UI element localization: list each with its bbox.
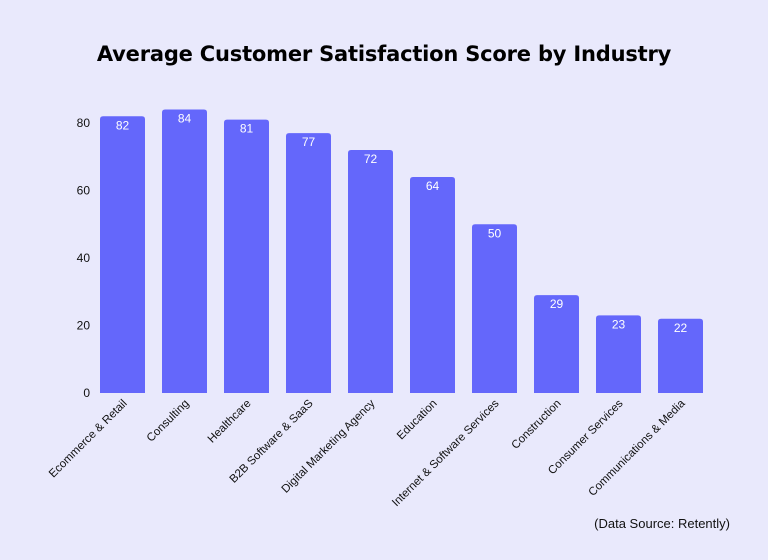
x-tick-label: Ecommerce & Retail (47, 398, 130, 481)
bar (286, 133, 331, 393)
data-label: 84 (178, 112, 192, 126)
bar (472, 224, 517, 393)
bar (162, 109, 207, 393)
y-tick-label: 0 (83, 386, 90, 400)
bar (596, 315, 641, 393)
x-tick-label: Internet & Software Services (390, 397, 502, 509)
bar (100, 116, 145, 393)
data-label: 77 (302, 135, 316, 149)
y-tick-label: 20 (77, 319, 91, 333)
data-label: 72 (364, 152, 378, 166)
data-label: 50 (488, 226, 502, 240)
data-label: 82 (116, 118, 130, 132)
data-label: 64 (426, 179, 440, 193)
x-tick-label: Healthcare (206, 398, 254, 446)
data-label: 22 (674, 321, 688, 335)
y-tick-label: 60 (77, 184, 91, 198)
data-label: 23 (612, 317, 626, 331)
data-label: 81 (240, 122, 254, 136)
y-tick-label: 40 (77, 251, 91, 265)
x-tick-label: Consulting (145, 398, 192, 445)
bar (348, 150, 393, 393)
bar (224, 119, 269, 393)
chart-title: Average Customer Satisfaction Score by I… (96, 42, 672, 66)
data-source-note: (Data Source: Retently) (594, 516, 730, 531)
bar (534, 295, 579, 393)
x-tick-label: Education (395, 398, 440, 443)
data-label: 29 (550, 297, 564, 311)
bar (410, 177, 455, 393)
bar (658, 318, 703, 393)
y-tick-label: 80 (77, 116, 91, 130)
x-tick-label: Construction (509, 398, 563, 452)
